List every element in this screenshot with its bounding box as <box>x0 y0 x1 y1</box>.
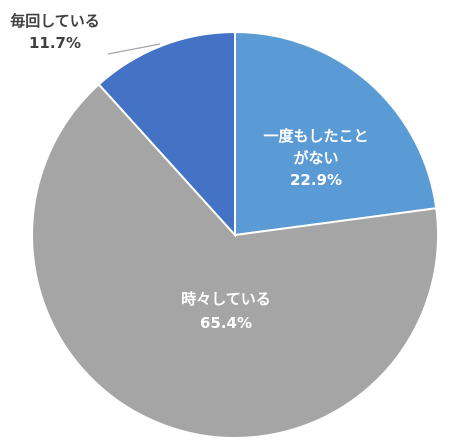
slice-name-label: がない <box>293 149 338 167</box>
slice-label-毎回している: 毎回している 11.7% <box>10 12 100 52</box>
pie-slice-一度もしたことがない <box>234 30 438 237</box>
leader-line-毎回している <box>107 43 161 55</box>
slice-label-一度もしたことがない: 一度もしたことがない 22.9% <box>263 127 368 189</box>
pie-slice-毎回している <box>97 30 236 238</box>
slice-label-時々している: 時々している 65.4% <box>181 290 271 332</box>
slice-value-label: 65.4% <box>200 314 252 332</box>
slice-name-label: 時々している <box>181 290 271 308</box>
slice-value-label: 11.7% <box>29 34 81 52</box>
pie-slice-時々している <box>31 83 439 439</box>
pie-slices <box>31 30 439 439</box>
slice-name-label: 一度もしたこと <box>263 127 368 145</box>
slice-labels: 一度もしたことがない 22.9% 時々している 65.4% 毎回している 11.7% <box>10 12 368 332</box>
slice-value-label: 22.9% <box>290 171 342 189</box>
slice-name-label: 毎回している <box>10 12 100 30</box>
